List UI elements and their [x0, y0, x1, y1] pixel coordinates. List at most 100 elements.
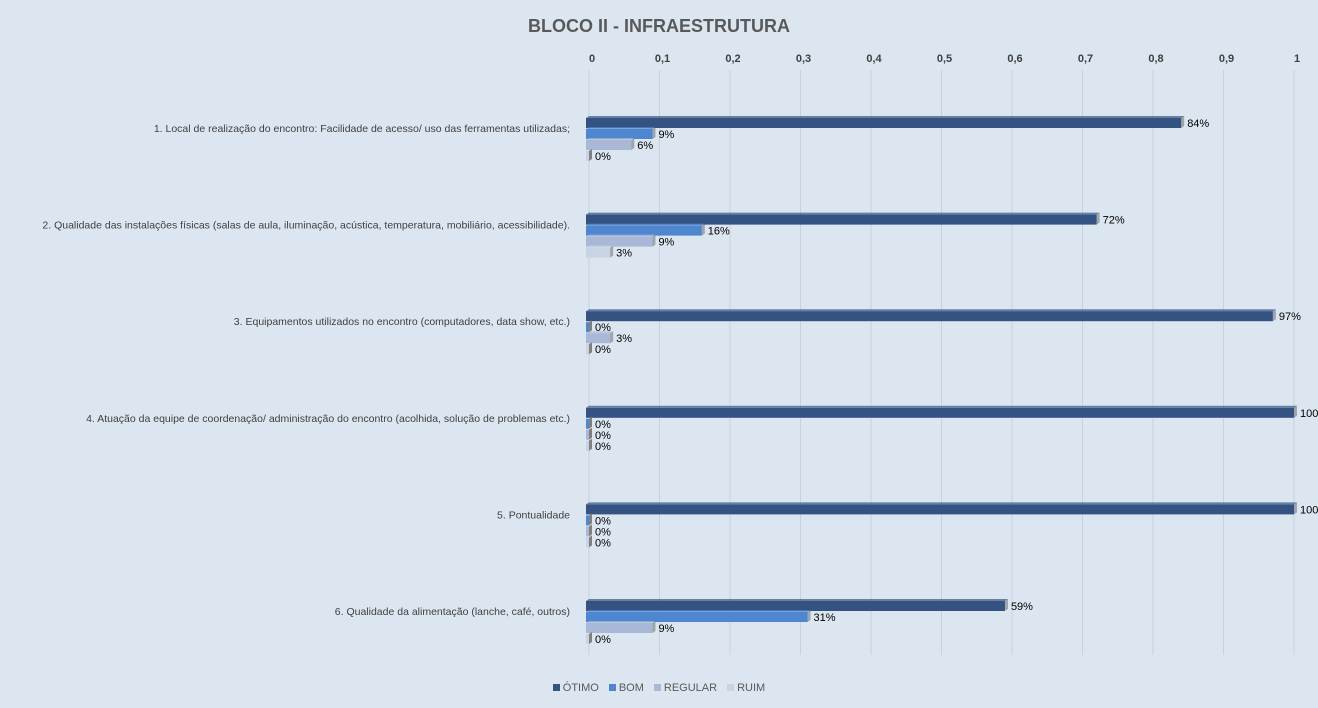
x-tick-label: 0,1	[655, 53, 670, 65]
bar-top	[586, 502, 1297, 505]
x-tick-label: 0,6	[1007, 53, 1022, 65]
bar-side	[610, 245, 614, 258]
category-label: 6. Qualidade da alimentação (lanche, caf…	[335, 606, 570, 618]
bar-side	[589, 427, 592, 440]
bar-top	[586, 234, 656, 237]
bar-side	[1181, 116, 1185, 128]
bar-top	[586, 331, 614, 334]
data-label: 100%	[1300, 504, 1318, 516]
legend-item: BOM	[608, 682, 644, 694]
data-label: 84%	[1187, 118, 1209, 130]
bar-regular	[586, 526, 589, 537]
bar-top	[586, 621, 656, 623]
data-label: 3%	[616, 248, 632, 260]
bar-ótimo	[586, 311, 1273, 322]
data-label: 0%	[595, 515, 611, 527]
data-label: 97%	[1279, 311, 1301, 323]
bar-bom	[586, 129, 653, 139]
bar-side	[631, 138, 635, 150]
chart-title: BLOCO II - INFRAESTRUTURA	[528, 16, 790, 36]
bar-ruim	[586, 247, 611, 258]
data-label: 9%	[658, 623, 674, 635]
legend-label: RUIM	[737, 682, 766, 694]
bar-bom	[586, 612, 808, 622]
data-label: 0%	[595, 344, 611, 356]
bar-regular	[586, 333, 611, 344]
legend: ÓTIMO BOM REGULAR RUIM	[0, 682, 1318, 694]
category-label: 2. Qualidade das instalações físicas (sa…	[42, 220, 570, 232]
bar-top	[586, 245, 614, 248]
bar-top	[586, 599, 1008, 601]
bar-side	[807, 610, 811, 622]
bar-regular	[586, 236, 653, 247]
data-label: 0%	[595, 537, 611, 549]
legend-swatch	[552, 684, 560, 691]
bar-side	[1004, 599, 1008, 611]
legend-item: ÓTIMO	[552, 682, 599, 694]
bar-ótimo	[586, 214, 1097, 225]
legend-label: BOM	[618, 682, 644, 694]
data-label: 0%	[595, 151, 611, 163]
data-label: 16%	[708, 226, 730, 238]
data-label: 9%	[658, 129, 674, 141]
data-label: 59%	[1011, 601, 1033, 613]
data-label: 3%	[616, 333, 632, 345]
bar-top	[586, 212, 1100, 215]
bar-side	[589, 438, 592, 451]
bar-bom	[586, 515, 589, 526]
bar-side	[589, 416, 592, 429]
bar-top	[586, 610, 811, 612]
bar-side	[589, 149, 592, 161]
legend-swatch	[653, 684, 661, 691]
x-tick-label: 1	[1294, 53, 1300, 65]
bar-top	[586, 223, 705, 226]
data-label: 9%	[658, 237, 674, 249]
x-tick-label: 0,4	[866, 53, 882, 65]
bar-side	[652, 127, 656, 139]
data-label: 0%	[595, 430, 611, 442]
bar-bom	[586, 225, 702, 236]
bar-side	[589, 320, 592, 333]
bar-side	[652, 621, 656, 633]
bar-bom	[586, 418, 589, 429]
bar-top	[586, 405, 1297, 408]
x-tick-label: 0,2	[725, 53, 740, 65]
data-label: 100%	[1300, 408, 1318, 420]
data-label: 0%	[595, 419, 611, 431]
category-label: 4. Atuação da equipe de coordenação/ adm…	[86, 413, 570, 425]
bar-side	[701, 223, 705, 236]
legend-label: REGULAR	[663, 682, 718, 694]
data-label: 0%	[595, 634, 611, 646]
data-label: 31%	[814, 612, 836, 624]
bar-top	[586, 116, 1185, 118]
bar-side	[589, 632, 592, 644]
data-label: 6%	[637, 140, 653, 152]
x-tick-label: 0,9	[1219, 53, 1234, 65]
bar-top	[586, 309, 1276, 312]
bar-side	[1272, 309, 1276, 322]
bar-side	[1096, 212, 1100, 225]
x-tick-label: 0,5	[937, 53, 952, 65]
bar-side	[589, 513, 592, 526]
bar-ótimo	[586, 601, 1005, 611]
bar-top	[586, 138, 635, 140]
bar-regular	[586, 140, 632, 150]
bar-ruim	[586, 440, 589, 451]
bar-side	[610, 331, 614, 344]
category-label: 3. Equipamentos utilizados no encontro (…	[234, 316, 570, 328]
legend-item: RUIM	[727, 682, 765, 694]
bar-ótimo	[586, 118, 1182, 128]
x-tick-label: 0	[589, 53, 595, 65]
legend-swatch	[727, 684, 735, 691]
category-label: 1. Local de realização do encontro: Faci…	[154, 123, 570, 135]
data-label: 72%	[1103, 215, 1125, 227]
legend-label: ÓTIMO	[562, 682, 599, 694]
bar-regular	[586, 429, 589, 440]
bar-side	[589, 535, 592, 548]
bar-ótimo	[586, 504, 1294, 515]
data-label: 0%	[595, 526, 611, 538]
bar-ruim	[586, 151, 589, 161]
bar-ruim	[586, 634, 589, 644]
bar-ótimo	[586, 407, 1294, 418]
